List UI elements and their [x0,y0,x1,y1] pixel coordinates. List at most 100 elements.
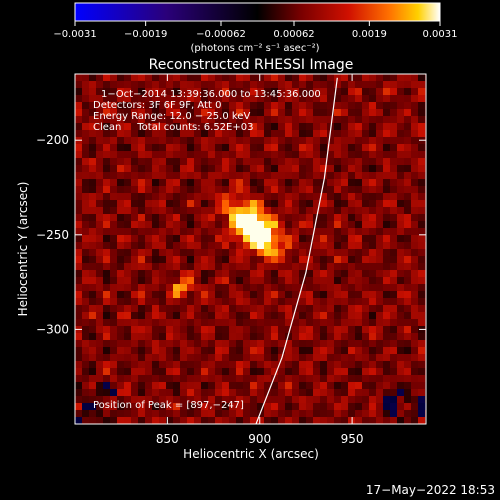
heatmap-cell [397,298,404,305]
heatmap-cell [397,130,404,137]
heatmap-cell [292,298,299,305]
heatmap-cell [82,74,89,81]
heatmap-cell [411,81,418,88]
heatmap-cell [292,410,299,417]
heatmap-cell [404,158,411,165]
heatmap-cell [145,347,152,354]
heatmap-cell [173,284,180,291]
heatmap-cell [355,137,362,144]
heatmap-cell [383,403,390,410]
heatmap-cell [215,109,222,116]
heatmap-cell [208,347,215,354]
heatmap-cell [369,172,376,179]
y-tick-label: −250 [36,228,69,242]
heatmap-cell [404,368,411,375]
heatmap-cell [96,81,103,88]
heatmap-cell [243,81,250,88]
heatmap-cell [418,410,425,417]
heatmap-cell [376,109,383,116]
heatmap-cell [362,235,369,242]
heatmap-cell [159,312,166,319]
heatmap-cell [215,95,222,102]
heatmap-cell [187,242,194,249]
heatmap-cell [89,109,96,116]
heatmap-cell [257,347,264,354]
heatmap-cell [257,354,264,361]
heatmap-cell [152,242,159,249]
heatmap-cell [390,137,397,144]
heatmap-cell [89,74,96,81]
heatmap-cell [264,256,271,263]
heatmap-cell [250,151,257,158]
heatmap-cell [278,151,285,158]
heatmap-cell [243,200,250,207]
heatmap-cell [327,74,334,81]
heatmap-cell [138,270,145,277]
heatmap-cell [201,375,208,382]
heatmap-cell [299,158,306,165]
heatmap-cell [152,305,159,312]
heatmap-cell [278,179,285,186]
heatmap-cell [292,277,299,284]
heatmap-cell [327,326,334,333]
heatmap-cell [166,207,173,214]
heatmap-cell [103,417,110,424]
heatmap-cell [278,396,285,403]
heatmap-cell [96,130,103,137]
heatmap-cell [334,144,341,151]
heatmap-cell [215,389,222,396]
heatmap-cell [222,263,229,270]
heatmap-cell [341,179,348,186]
heatmap-cell [418,347,425,354]
solar-limb-line [255,77,338,424]
heatmap-cell [194,151,201,158]
heatmap-cell [278,81,285,88]
heatmap-cell [390,270,397,277]
heatmap-cell [159,382,166,389]
heatmap-cell [89,116,96,123]
heatmap-cell [369,81,376,88]
heatmap-cell [278,375,285,382]
heatmap-cell [264,249,271,256]
heatmap-cell [299,186,306,193]
heatmap-cell [222,123,229,130]
heatmap-cell [299,284,306,291]
heatmap-cell [180,102,187,109]
heatmap-cell [131,151,138,158]
heatmap-cell [285,235,292,242]
heatmap-cell [411,102,418,109]
heatmap-cell [180,137,187,144]
heatmap-cell [411,340,418,347]
heatmap-cell [82,396,89,403]
heatmap-cell [397,123,404,130]
heatmap-cell [390,368,397,375]
heatmap-cell [334,74,341,81]
heatmap-cell [292,403,299,410]
heatmap-cell [362,354,369,361]
heatmap-cell [299,319,306,326]
heatmap-cell [117,158,124,165]
heatmap-cell [299,214,306,221]
heatmap-cell [194,165,201,172]
heatmap-cell [110,326,117,333]
y-axis-ticks: −200−250−300 [36,133,426,336]
heatmap-cell [383,158,390,165]
heatmap-cell [110,396,117,403]
heatmap-cell [327,312,334,319]
heatmap-cell [201,368,208,375]
heatmap-cell [348,291,355,298]
heatmap-cell [250,186,257,193]
heatmap-cell [117,186,124,193]
heatmap-cell [89,123,96,130]
heatmap-cell [369,242,376,249]
heatmap-cell [243,298,250,305]
heatmap-cell [250,228,257,235]
heatmap-cell [397,368,404,375]
heatmap-cell [271,368,278,375]
heatmap-cell [89,193,96,200]
heatmap-cell [110,95,117,102]
heatmap-cell [180,228,187,235]
heatmap-cell [341,319,348,326]
heatmap-cell [229,403,236,410]
heatmap-cell [103,249,110,256]
